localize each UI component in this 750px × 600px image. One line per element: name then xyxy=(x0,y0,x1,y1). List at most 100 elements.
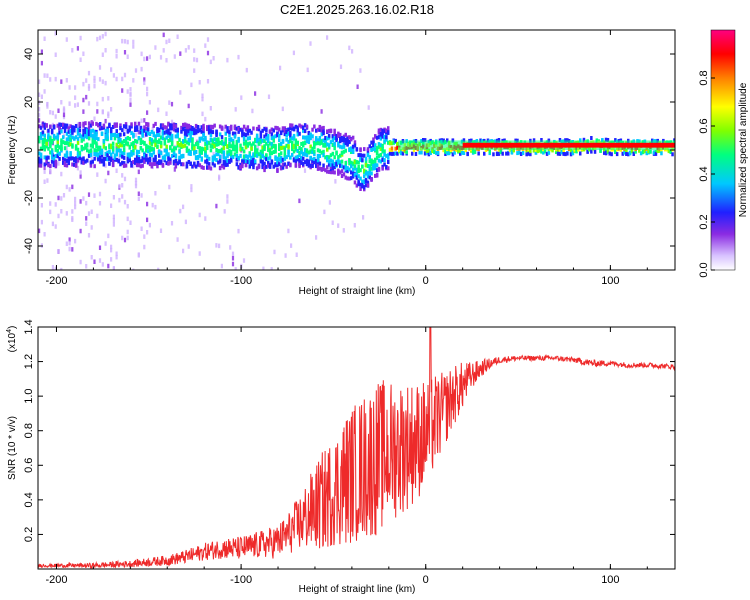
snr-ytick-label: 1.2 xyxy=(23,354,35,369)
heatmap-cell xyxy=(115,48,118,54)
heatmap-cell xyxy=(220,163,224,168)
heatmap-cell xyxy=(339,170,342,175)
heatmap-cell xyxy=(56,123,59,128)
heatmap-cell xyxy=(505,151,508,156)
heatmap-cell xyxy=(180,143,183,148)
heatmap-cell xyxy=(351,161,355,166)
heatmap-cell xyxy=(233,147,237,152)
heatmap-cell xyxy=(187,126,191,131)
heatmap-cell xyxy=(302,128,305,133)
heatmap-cell xyxy=(113,136,117,141)
spectrogram-xtick-label: -100 xyxy=(230,275,252,287)
heatmap-cell xyxy=(38,159,41,163)
heatmap-cell xyxy=(101,96,104,102)
heatmap-cell xyxy=(257,164,261,169)
heatmap-cell xyxy=(113,122,117,127)
heatmap-cell xyxy=(82,137,85,142)
heatmap-cell xyxy=(368,144,371,149)
heatmap-cell xyxy=(370,158,373,163)
heatmap-cell xyxy=(305,158,309,163)
heatmap-cell xyxy=(224,124,227,129)
heatmap-cell xyxy=(257,141,261,146)
heatmap-cell xyxy=(49,138,52,143)
heatmap-cell xyxy=(364,163,368,168)
heatmap-cell xyxy=(259,134,263,139)
heatmap-cell xyxy=(104,156,107,161)
heatmap-cell xyxy=(239,127,242,132)
heatmap-cell xyxy=(40,60,43,66)
heatmap-cell xyxy=(381,143,384,148)
heatmap-cell xyxy=(418,150,421,155)
heatmap-cell xyxy=(119,137,122,142)
heatmap-cell xyxy=(348,161,351,166)
heatmap-cell xyxy=(146,131,150,136)
heatmap-cell xyxy=(146,160,150,165)
heatmap-cell xyxy=(285,143,288,148)
heatmap-cell xyxy=(108,150,111,155)
heatmap-cell xyxy=(420,150,423,155)
heatmap-cell xyxy=(237,165,240,170)
heatmap-cell xyxy=(71,144,74,149)
heatmap-cell xyxy=(377,158,381,163)
heatmap-cell xyxy=(135,127,139,132)
heatmap-cell xyxy=(366,171,370,176)
heatmap-cell xyxy=(294,146,298,151)
heatmap-cell xyxy=(123,237,127,243)
heatmap-cell xyxy=(137,150,141,154)
heatmap-cell xyxy=(274,156,277,161)
heatmap-cell xyxy=(224,131,227,136)
heatmap-cell xyxy=(193,150,196,155)
heatmap-cell xyxy=(62,122,65,127)
heatmap-cell xyxy=(305,153,309,157)
heatmap-cell xyxy=(307,137,311,142)
heatmap-cell xyxy=(158,138,161,143)
heatmap-cell xyxy=(673,138,675,143)
heatmap-cell xyxy=(38,100,41,105)
heatmap-cell xyxy=(196,155,200,160)
heatmap-cell xyxy=(276,133,279,138)
heatmap-cell xyxy=(154,138,157,143)
heatmap-cell xyxy=(69,133,72,138)
heatmap-cell xyxy=(313,156,316,161)
heatmap-cell xyxy=(110,127,113,132)
heatmap-cell xyxy=(348,158,351,163)
heatmap-cell xyxy=(68,237,71,242)
heatmap-cell xyxy=(255,135,259,140)
heatmap-cell xyxy=(137,136,141,140)
heatmap-cell xyxy=(202,137,205,142)
heatmap-cell xyxy=(289,139,292,144)
heatmap-cell xyxy=(318,166,322,171)
heatmap-cell xyxy=(51,110,54,116)
heatmap-cell xyxy=(226,153,229,158)
heatmap-cell xyxy=(200,157,203,162)
heatmap-cell xyxy=(134,126,137,131)
heatmap-cell xyxy=(287,149,290,154)
heatmap-cell xyxy=(340,145,344,150)
heatmap-cell xyxy=(414,152,418,156)
heatmap-cell xyxy=(76,137,80,142)
heatmap-cell xyxy=(196,129,200,134)
heatmap-cell xyxy=(353,172,357,177)
heatmap-cell xyxy=(296,128,299,133)
heatmap-cell xyxy=(302,135,305,140)
heatmap-cell xyxy=(204,43,207,48)
heatmap-cell xyxy=(287,127,290,132)
heatmap-cell xyxy=(69,142,72,147)
heatmap-cell xyxy=(423,151,427,156)
heatmap-cell xyxy=(235,139,239,144)
heatmap-cell xyxy=(63,141,67,146)
heatmap-cell xyxy=(285,164,288,169)
heatmap-cell xyxy=(364,178,368,182)
heatmap-cell xyxy=(111,125,115,129)
heatmap-cell xyxy=(182,153,185,158)
heatmap-cell xyxy=(200,125,203,130)
heatmap-cell xyxy=(220,139,224,144)
heatmap-cell xyxy=(134,177,138,183)
heatmap-cell xyxy=(85,200,88,206)
heatmap-cell xyxy=(294,155,298,160)
colorbar-tick-label: 0.8 xyxy=(698,70,710,85)
heatmap-cell xyxy=(124,122,128,127)
heatmap-cell xyxy=(363,180,366,185)
heatmap-cell xyxy=(198,163,202,168)
heatmap-cell xyxy=(135,161,139,166)
